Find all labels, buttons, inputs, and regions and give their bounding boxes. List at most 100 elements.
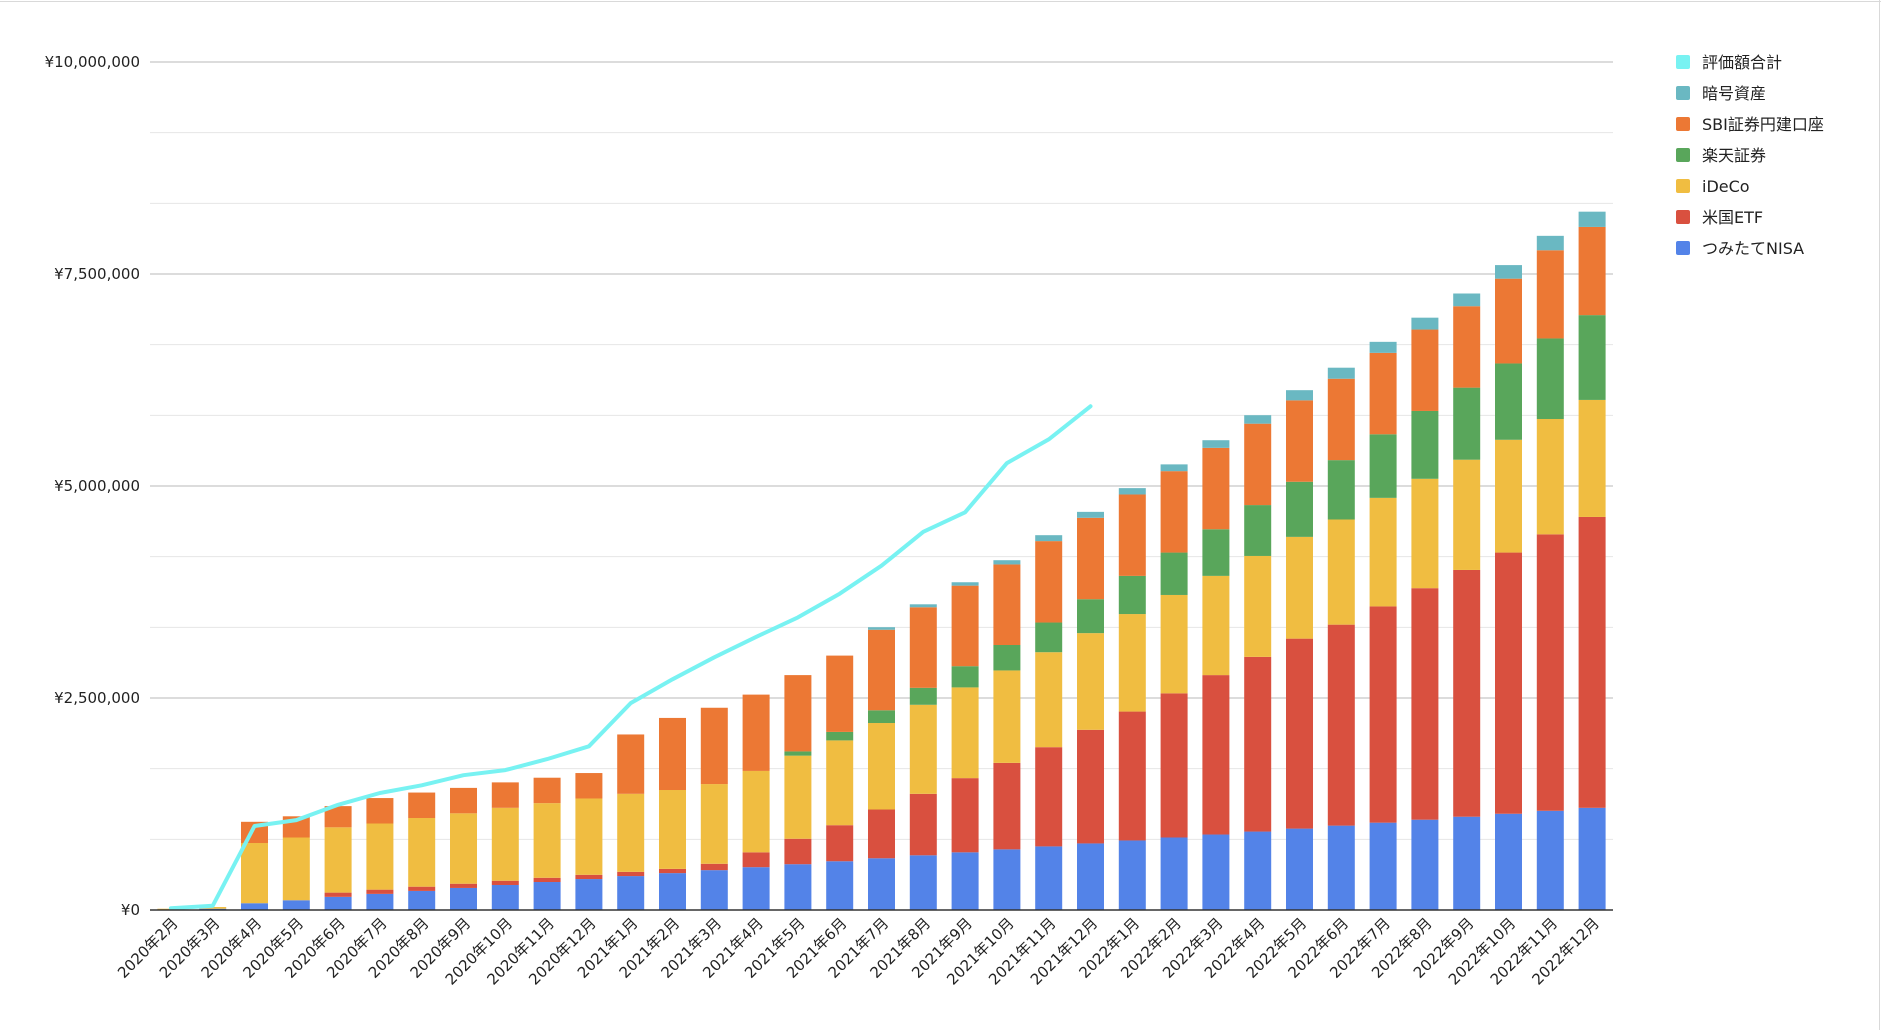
bar-segment — [951, 778, 979, 853]
bar-segment — [1495, 278, 1522, 364]
bar-segment — [1035, 541, 1063, 623]
bar-stack — [241, 821, 268, 910]
bar-segment — [1118, 494, 1146, 576]
bar-segment — [282, 900, 310, 910]
bar-segment — [1411, 410, 1439, 479]
bar-segment — [1202, 575, 1230, 676]
legend-label: 評価額合計 — [1702, 53, 1782, 72]
bar-stack — [575, 773, 603, 910]
bar-segment — [993, 564, 1021, 645]
bar-segment — [1327, 460, 1355, 520]
bar-segment — [1202, 529, 1230, 576]
bar-segment — [1286, 828, 1313, 910]
bar-segment — [1411, 819, 1439, 910]
bar-segment — [659, 868, 686, 874]
bar-segment — [1369, 434, 1397, 498]
bar-segment — [450, 787, 477, 814]
bar-segment — [408, 792, 436, 818]
bar-segment — [450, 887, 477, 910]
bar-segment — [700, 863, 728, 871]
bar-segment — [742, 867, 770, 910]
gridlines — [150, 61, 1613, 840]
bar-segment — [993, 762, 1021, 850]
bar-stack — [1118, 488, 1146, 910]
bar-segment — [1077, 729, 1104, 844]
bar-segment — [575, 773, 603, 799]
bar-stack — [1160, 464, 1188, 910]
bar-stack — [868, 627, 895, 910]
bar-segment — [1453, 459, 1481, 570]
bar-segment — [951, 666, 979, 688]
bar-segment — [1536, 250, 1564, 339]
legend-label: iDeCo — [1702, 177, 1750, 196]
legend-item: 楽天証券 — [1676, 146, 1766, 165]
legend-swatch — [1676, 148, 1690, 162]
bar-segment — [533, 803, 561, 878]
bar-segment — [784, 675, 812, 752]
bar-segment — [1286, 536, 1313, 639]
bar-segment — [909, 604, 937, 608]
bar-segment — [1286, 481, 1313, 537]
bar-segment — [700, 870, 728, 910]
bar-segment — [993, 645, 1021, 671]
bar-segment — [241, 903, 268, 910]
bar-segment — [617, 871, 645, 877]
bar-segment — [1536, 338, 1564, 420]
bar-segment — [408, 886, 436, 891]
bar-segment — [1495, 439, 1522, 553]
y-tick-label: ¥0 — [121, 901, 140, 919]
bar-segment — [1453, 293, 1481, 307]
bar-segment — [575, 874, 603, 880]
bar-stack — [1035, 535, 1063, 910]
bar-segment — [993, 849, 1021, 910]
bar-segment — [951, 687, 979, 779]
bar-segment — [993, 670, 1021, 763]
bar-segment — [491, 807, 519, 881]
bar-segment — [1077, 843, 1104, 910]
bar-segment — [1411, 478, 1439, 589]
legend-item: つみたてNISA — [1676, 239, 1804, 258]
bar-stack — [826, 655, 854, 910]
bar-segment — [1202, 834, 1230, 910]
bar-segment — [366, 889, 394, 894]
bar-segment — [1077, 633, 1104, 730]
bar-segment — [909, 855, 937, 910]
bar-stack — [742, 694, 770, 910]
bar-stack — [366, 798, 394, 910]
bar-segment — [1160, 464, 1188, 472]
bar-segment — [868, 723, 895, 810]
bar-segment — [1077, 517, 1104, 600]
bar-segment — [533, 882, 561, 910]
bar-stack — [993, 560, 1021, 910]
legend-label: SBI証券円建口座 — [1702, 115, 1824, 134]
bar-stacks — [157, 211, 1606, 911]
bar-segment — [450, 813, 477, 884]
bar-segment — [659, 873, 686, 910]
bar-segment — [951, 585, 979, 667]
bar-stack — [1077, 511, 1104, 910]
bar-segment — [199, 907, 227, 909]
bar-segment — [1244, 505, 1272, 556]
bar-segment — [1369, 606, 1397, 823]
bar-segment — [909, 704, 937, 794]
bar-segment — [533, 777, 561, 804]
bar-segment — [868, 627, 895, 630]
bar-segment — [868, 629, 895, 711]
bar-segment — [868, 809, 895, 859]
bar-segment — [742, 694, 770, 771]
bar-segment — [1286, 400, 1313, 482]
bar-stack — [1411, 317, 1439, 910]
bar-segment — [1244, 555, 1272, 657]
bar-segment — [1327, 519, 1355, 625]
bar-segment — [1536, 419, 1564, 535]
bar-segment — [1118, 488, 1146, 495]
bar-stack — [408, 792, 436, 910]
bar-segment — [1202, 447, 1230, 530]
bar-segment — [1327, 378, 1355, 461]
bar-segment — [1411, 588, 1439, 820]
bar-segment — [1369, 352, 1397, 435]
bar-segment — [1495, 813, 1522, 910]
bar-segment — [1411, 329, 1439, 411]
bar-segment — [1578, 399, 1606, 517]
